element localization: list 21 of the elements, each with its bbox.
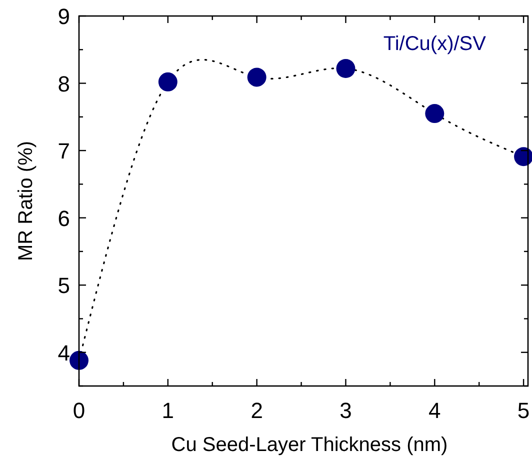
y-tick-label: 7 bbox=[58, 138, 70, 164]
y-tick-label: 4 bbox=[58, 340, 70, 366]
x-tick-label: 3 bbox=[340, 398, 352, 423]
x-tick-label: 2 bbox=[250, 398, 263, 423]
x-axis-title: Cu Seed-Layer Thickness (nm) bbox=[171, 434, 448, 456]
x-tick-label: 1 bbox=[162, 398, 174, 423]
point bbox=[70, 350, 88, 370]
x-tick-label: 5 bbox=[517, 398, 530, 423]
x-tick-label: 4 bbox=[428, 398, 441, 423]
point bbox=[425, 104, 444, 124]
y-tick-label: 6 bbox=[58, 206, 70, 231]
point bbox=[336, 58, 356, 78]
x-tick-label: 0 bbox=[72, 398, 86, 423]
legend-label: Ti/Cu(x)/SV bbox=[383, 33, 487, 55]
y-tick-label: 5 bbox=[58, 273, 70, 298]
point bbox=[514, 147, 532, 166]
y-tick-label: 9 bbox=[58, 4, 70, 29]
point bbox=[247, 68, 266, 87]
y-tick-label: 8 bbox=[58, 71, 70, 96]
point bbox=[158, 72, 178, 92]
y-axis-title: MR Ratio (%) bbox=[15, 140, 37, 262]
